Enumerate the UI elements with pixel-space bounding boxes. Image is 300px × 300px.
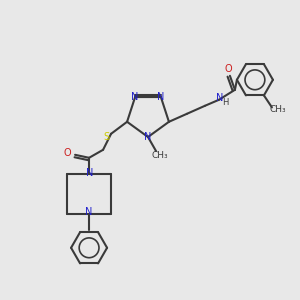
Text: O: O <box>224 64 232 74</box>
Text: N: N <box>144 132 152 142</box>
Text: N: N <box>157 92 165 102</box>
Text: N: N <box>216 93 224 103</box>
Text: H: H <box>222 98 228 107</box>
Text: CH₃: CH₃ <box>152 151 168 160</box>
Text: CH₃: CH₃ <box>270 105 286 114</box>
Text: N: N <box>86 168 94 178</box>
Text: N: N <box>131 92 139 102</box>
Text: N: N <box>85 207 93 217</box>
Text: S: S <box>103 132 109 142</box>
Text: O: O <box>63 148 71 158</box>
